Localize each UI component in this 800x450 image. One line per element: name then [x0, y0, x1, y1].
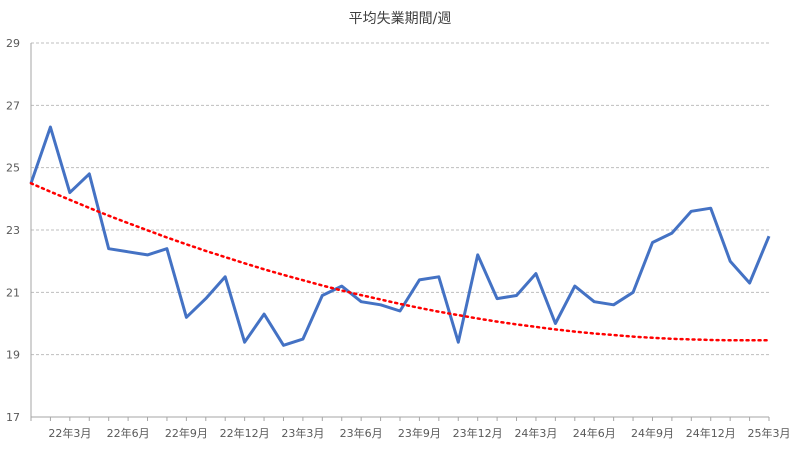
- x-tick-label: 23年12月: [453, 426, 503, 440]
- y-tick-label: 21: [6, 286, 20, 299]
- x-tick-label: 24年12月: [686, 426, 736, 440]
- x-tick-label: 24年9月: [631, 426, 674, 440]
- x-tick-label: 22年12月: [220, 426, 270, 440]
- x-tick-label: 25年3月: [748, 426, 791, 440]
- y-tick-label: 19: [6, 349, 20, 362]
- x-tick-label: 22年6月: [107, 426, 150, 440]
- x-tick-label: 22年3月: [48, 426, 91, 440]
- x-tick-label: 23年9月: [398, 426, 441, 440]
- x-tick-label: 24年6月: [573, 426, 616, 440]
- x-tick-label: 22年9月: [165, 426, 208, 440]
- y-tick-label: 17: [6, 411, 20, 424]
- series-line: [29, 125, 771, 347]
- trend-line: [29, 182, 771, 342]
- y-tick-label: 27: [6, 99, 20, 112]
- y-tick-label: 29: [6, 37, 20, 50]
- x-tick-label: 24年3月: [514, 426, 557, 440]
- x-tick-label: 23年6月: [340, 426, 383, 440]
- x-tick-label: 23年3月: [281, 426, 324, 440]
- y-tick-label: 25: [6, 162, 20, 175]
- y-tick-label: 23: [6, 224, 20, 237]
- chart-title: 平均失業期間/週: [348, 11, 452, 27]
